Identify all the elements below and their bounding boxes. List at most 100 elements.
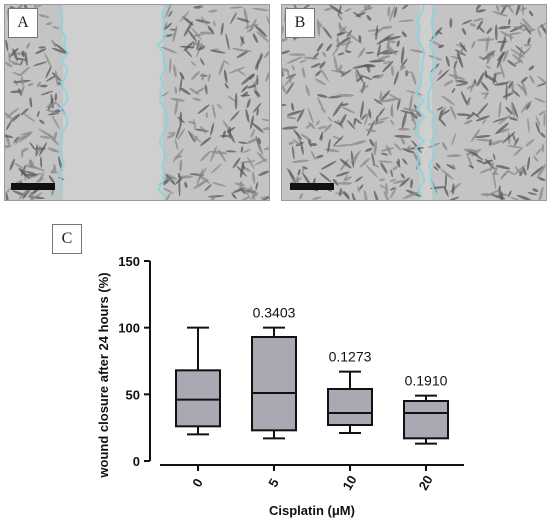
cell <box>5 134 14 138</box>
cell <box>359 157 370 168</box>
cell <box>224 83 229 89</box>
cell <box>199 58 205 66</box>
cell <box>188 131 202 143</box>
cell <box>188 130 195 143</box>
cell <box>527 37 531 45</box>
cell <box>533 155 539 163</box>
cell <box>177 128 186 141</box>
cell <box>38 145 42 153</box>
cell <box>451 183 455 195</box>
cell <box>234 182 245 187</box>
cell <box>400 46 405 65</box>
cell <box>310 150 317 161</box>
cell <box>256 31 269 43</box>
cell <box>486 54 492 61</box>
cell <box>365 164 378 178</box>
cell <box>388 93 402 102</box>
cell <box>482 52 495 60</box>
cell <box>195 19 211 24</box>
cell <box>168 10 173 17</box>
cell <box>501 170 509 178</box>
cell <box>321 107 326 113</box>
cell <box>282 70 284 77</box>
cell <box>193 118 196 131</box>
panel-label-a: A <box>8 8 38 38</box>
cell <box>236 50 249 58</box>
cell <box>520 102 530 114</box>
cell <box>36 81 41 88</box>
cell <box>177 172 181 180</box>
cell <box>248 74 255 80</box>
cell <box>505 83 508 101</box>
cell <box>29 97 33 108</box>
cell <box>538 186 544 200</box>
cell <box>520 7 527 11</box>
cell <box>252 33 258 43</box>
cell <box>441 141 448 151</box>
cell <box>360 100 364 119</box>
cell <box>316 42 324 52</box>
cell <box>476 72 485 87</box>
cell <box>5 111 16 123</box>
cell <box>513 164 526 176</box>
cell <box>382 60 392 65</box>
cell <box>402 148 415 153</box>
cell <box>467 99 471 106</box>
cell <box>240 36 245 45</box>
cell <box>236 69 246 76</box>
micrograph-panel-b: B <box>281 4 547 201</box>
cell <box>475 5 484 11</box>
cell <box>463 148 477 152</box>
cell <box>541 143 545 153</box>
cell <box>51 39 57 47</box>
cell <box>515 45 526 55</box>
cell <box>382 60 394 73</box>
cell <box>232 187 245 194</box>
cell <box>402 158 408 165</box>
cell <box>521 18 533 30</box>
cell <box>252 7 269 11</box>
cell <box>40 90 54 96</box>
cell <box>373 190 380 200</box>
cell <box>308 121 316 129</box>
cell <box>444 173 447 189</box>
cell <box>336 36 340 46</box>
cell <box>380 90 391 102</box>
cell <box>238 141 248 144</box>
cell <box>316 94 328 98</box>
cell <box>243 7 249 24</box>
cell <box>336 31 346 36</box>
cell <box>310 143 318 147</box>
cell <box>436 69 450 82</box>
cell <box>493 82 509 86</box>
cell <box>201 16 208 26</box>
cell <box>377 160 393 163</box>
cell <box>47 147 60 153</box>
cell <box>246 27 254 33</box>
cell <box>376 49 392 55</box>
cell <box>495 164 511 170</box>
cell <box>218 61 225 76</box>
cell <box>166 133 176 139</box>
cell <box>253 90 261 97</box>
box-iqr <box>251 336 297 432</box>
cell <box>320 160 337 170</box>
cell <box>247 84 257 89</box>
cell <box>240 161 245 178</box>
cell <box>39 156 43 168</box>
cell <box>230 12 237 25</box>
cell <box>291 64 295 71</box>
cell <box>396 98 401 111</box>
cell <box>489 162 494 172</box>
cell <box>256 74 259 86</box>
p-value-label: 0.3403 <box>253 305 296 321</box>
cell <box>410 111 418 119</box>
cell <box>507 190 512 198</box>
cell <box>246 21 249 30</box>
cell <box>54 70 59 86</box>
cell <box>365 128 377 133</box>
cell <box>317 125 327 130</box>
cell <box>45 22 53 26</box>
cell <box>500 37 507 53</box>
cell <box>515 5 522 16</box>
